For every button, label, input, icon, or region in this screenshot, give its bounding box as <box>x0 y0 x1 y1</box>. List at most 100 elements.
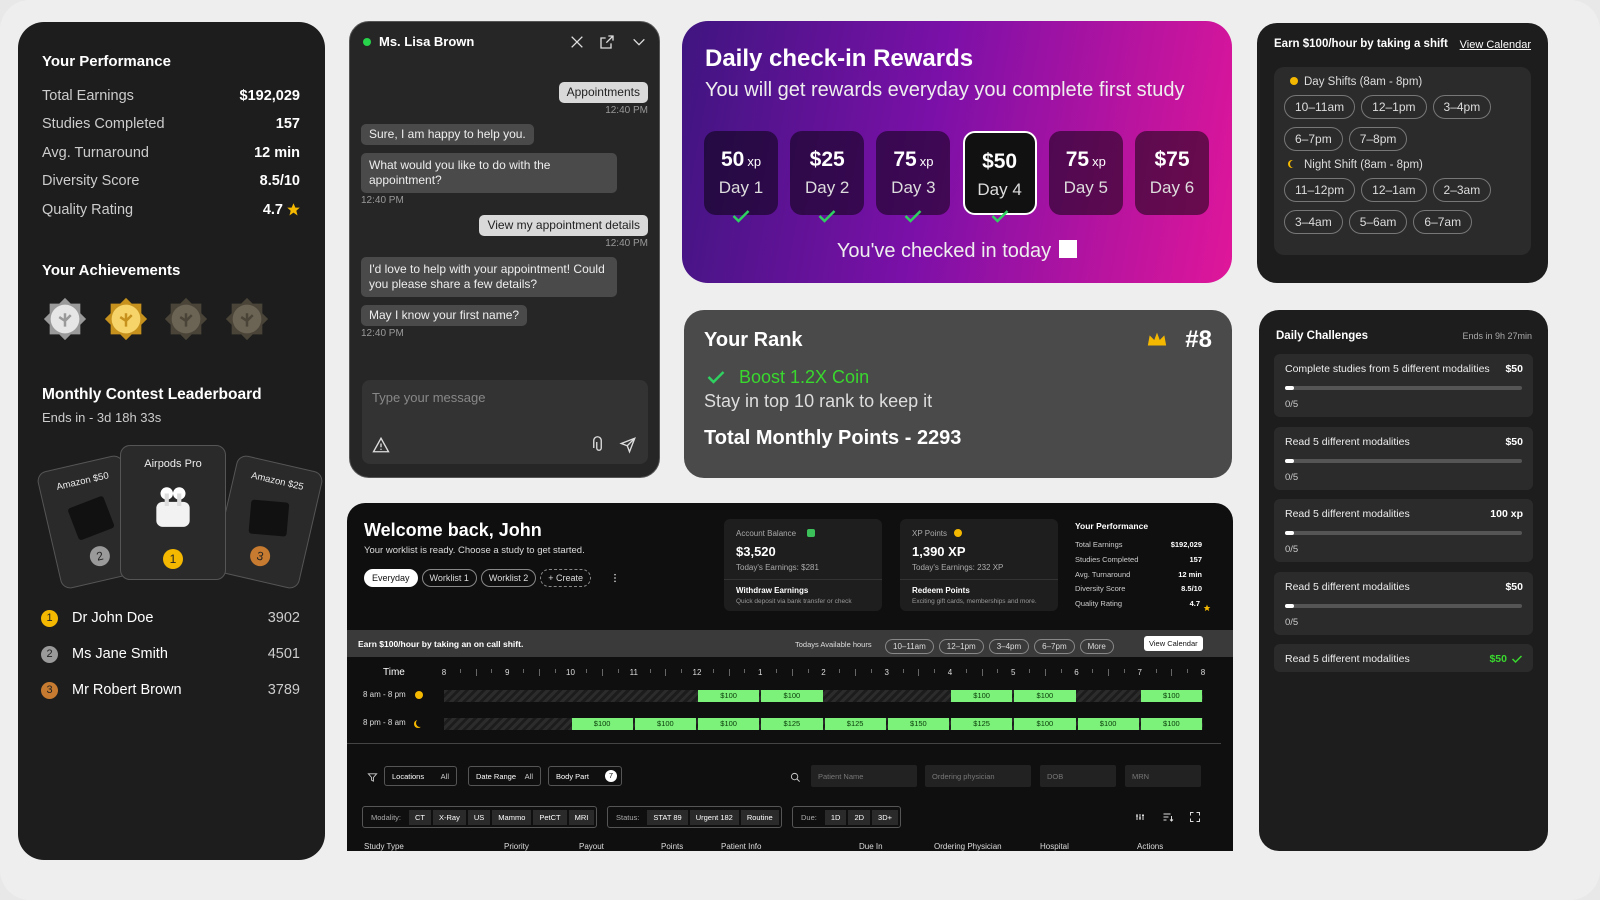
option-button[interactable]: 3D+ <box>872 809 898 825</box>
prize-rank: 1 <box>163 549 183 569</box>
option-button[interactable]: Urgent 182 <box>689 809 739 825</box>
option-button[interactable]: US <box>467 809 491 825</box>
option-button[interactable]: MRI <box>568 809 595 825</box>
check-icon-svg <box>818 210 836 223</box>
shift-block[interactable]: $125 <box>761 718 823 730</box>
option-button[interactable]: 1D <box>824 809 847 825</box>
slot-chip[interactable]: 2–3am <box>1432 178 1492 202</box>
welcome-subtitle: Your worklist is ready. Choose a study t… <box>364 545 585 556</box>
search-input[interactable]: Patient Name <box>811 765 917 787</box>
shift-block[interactable]: $100 <box>1140 690 1202 702</box>
option-button[interactable]: CT <box>409 809 432 825</box>
shift-block[interactable]: $100 <box>634 718 696 730</box>
giftcard-image <box>248 499 290 537</box>
checkin-box[interactable] <box>1059 240 1078 258</box>
shift-block[interactable]: $100 <box>698 690 760 702</box>
option-button[interactable]: Mammo <box>492 809 532 825</box>
slot-chip[interactable]: 10–11am <box>1284 95 1356 119</box>
reward-day[interactable]: $50 Day 4 <box>962 131 1037 215</box>
reward-day[interactable]: $25 Day 2 <box>790 131 865 215</box>
shift-block[interactable]: $100 <box>1140 718 1202 730</box>
filter-dropdown[interactable]: Locations All <box>384 766 457 786</box>
hour-slot[interactable]: More <box>1079 639 1114 654</box>
view-calendar-button[interactable]: View Calendar <box>1144 636 1203 651</box>
slot-chip[interactable]: 6–7pm <box>1284 127 1343 151</box>
airpods-icon-svg <box>156 487 190 527</box>
shift-block[interactable]: $100 <box>698 718 760 730</box>
slot-chip[interactable]: 12–1am <box>1361 178 1427 202</box>
slot-chip[interactable]: 3–4am <box>1284 210 1343 234</box>
view-calendar-link[interactable]: View Calendar <box>1459 39 1531 51</box>
hour-slot[interactable]: 12–1pm <box>938 639 984 654</box>
shift-block[interactable]: $100 <box>761 690 823 702</box>
message-input[interactable]: Type your message <box>362 380 648 464</box>
worklist-tab[interactable]: Worklist 1 <box>421 569 477 587</box>
worklist-tab[interactable]: Worklist 2 <box>480 569 537 587</box>
worklist-tab[interactable]: + Create <box>540 569 591 587</box>
reward-day[interactable]: $75 Day 6 <box>1135 131 1209 215</box>
hour-tick <box>870 669 872 673</box>
worklist-tab[interactable]: Everyday <box>364 569 418 587</box>
section-divider <box>347 743 1221 744</box>
shift-block[interactable]: $150 <box>887 718 949 730</box>
slot-chip[interactable]: 7–8pm <box>1348 127 1408 151</box>
option-button[interactable]: STAT 89 <box>647 809 688 825</box>
hour-slot[interactable]: 3–4pm <box>988 639 1030 654</box>
performance-panel: Your Performance Total Earnings $192,029 St… <box>18 22 325 860</box>
option-button[interactable]: 2D <box>848 809 871 825</box>
hour-tick <box>491 669 493 673</box>
slot-chip[interactable]: 11–12pm <box>1284 178 1356 202</box>
slot-list: 11–12pm 12–1am 2–3am 3–4am 5–6am 6–7am <box>1284 178 1504 242</box>
reward-day[interactable]: 75 xp Day 3 <box>876 131 951 215</box>
option-button[interactable]: Routine <box>740 809 779 825</box>
stat-label: Avg. Turnaround <box>42 144 149 161</box>
badge-svg <box>43 297 87 341</box>
shift-block[interactable]: $100 <box>951 690 1013 702</box>
check-icon-svg <box>991 210 1008 223</box>
sort-button-svg <box>1163 813 1174 822</box>
rewards-subtitle: You will get rewards everyday you comple… <box>705 79 1185 101</box>
chat-name: Ms. Lisa Brown <box>379 34 475 49</box>
card-action[interactable]: Redeem Points <box>912 586 970 595</box>
filter-dropdown[interactable]: Body Part 7 <box>548 766 622 786</box>
slot-chip[interactable]: 6–7am <box>1413 210 1473 234</box>
leader-points: 3902 <box>267 610 300 626</box>
hour-slot[interactable]: 10–11am <box>885 639 934 654</box>
filter-icon-svg <box>367 773 378 782</box>
shift-block[interactable]: $100 <box>1077 718 1139 730</box>
slot-chip[interactable]: 3–4pm <box>1432 95 1492 119</box>
shifts-panel: Earn $100/hour by taking a shift View Cal… <box>1257 23 1548 283</box>
search-input[interactable]: MRN <box>1125 765 1201 787</box>
shifts-title: Earn $100/hour by taking a shift <box>1274 38 1448 50</box>
hour-tick <box>902 669 904 673</box>
stat-value: 12 min <box>254 144 300 161</box>
badge-svg <box>104 297 147 341</box>
card-action[interactable]: Withdraw Earnings <box>736 586 809 595</box>
filter-dropdown[interactable]: Date Range All <box>468 766 541 786</box>
search-input[interactable]: DOB <box>1040 765 1116 787</box>
reward-day[interactable]: 75 xp Day 5 <box>1048 131 1123 215</box>
option-button[interactable]: X-Ray <box>433 809 466 825</box>
hour-tick <box>665 669 667 676</box>
shift-block[interactable]: $100 <box>1014 690 1076 702</box>
check-icon-svg <box>1511 655 1523 664</box>
hour-slot[interactable]: 6–7pm <box>1034 639 1075 654</box>
slot-chip[interactable]: 12–1pm <box>1361 95 1427 119</box>
prize-label: Amazon $25 <box>250 470 305 493</box>
hour-label: 3 <box>884 668 889 677</box>
shift-group-label: Day Shifts (8am - 8pm) <box>1290 76 1521 88</box>
shift-block[interactable]: $100 <box>1014 718 1076 730</box>
filter-label: Locations <box>392 772 425 781</box>
search-input[interactable]: Ordering physician <box>925 765 1031 787</box>
column-header: Hospital <box>1040 842 1069 851</box>
slot-chip[interactable]: 5–6am <box>1348 210 1408 234</box>
option-button[interactable]: PetCT <box>533 809 567 825</box>
shift-block[interactable]: $125 <box>951 718 1013 730</box>
progress-fill <box>1285 458 1294 463</box>
prize-rank: 2 <box>87 544 112 569</box>
shift-block[interactable]: $100 <box>571 718 633 730</box>
hour-tick <box>1044 669 1046 676</box>
shift-block[interactable]: $125 <box>824 718 886 730</box>
hour-tick <box>1060 669 1062 673</box>
reward-day[interactable]: 50 xp Day 1 <box>704 131 778 215</box>
